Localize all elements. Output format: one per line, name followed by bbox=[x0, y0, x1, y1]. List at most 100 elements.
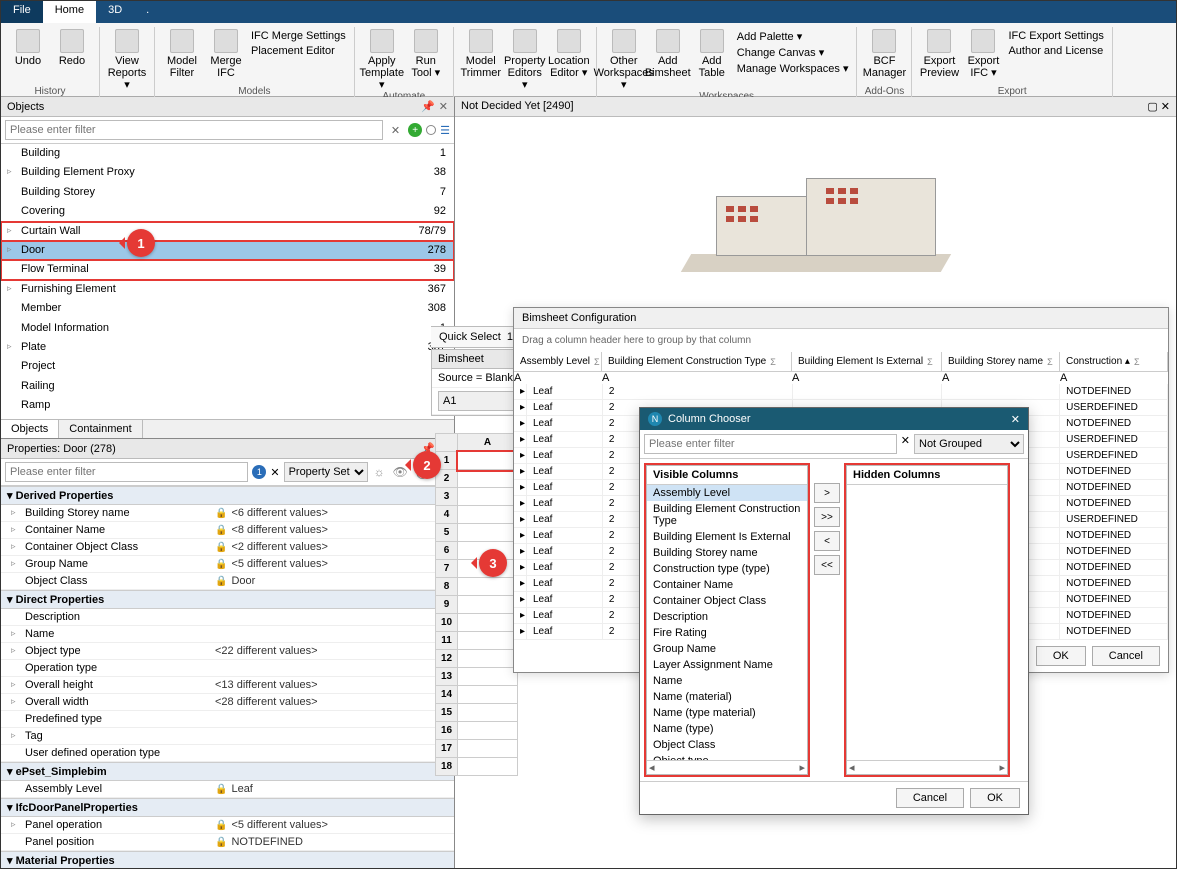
list-item[interactable]: Description bbox=[647, 609, 807, 625]
list-item[interactable]: Container Object Class bbox=[647, 593, 807, 609]
config-column-header[interactable]: Building Element Construction Type Σ bbox=[602, 352, 792, 371]
tree-row[interactable]: Building Storey7 bbox=[1, 183, 454, 202]
property-set-select[interactable]: Property Set bbox=[284, 462, 368, 482]
property-row[interactable]: ▹Building Storey name🔒<6 different value… bbox=[1, 505, 454, 522]
list-item[interactable]: Construction type (type) bbox=[647, 561, 807, 577]
property-row[interactable]: Operation type bbox=[1, 660, 454, 677]
manage-workspaces[interactable]: Manage Workspaces ▾ bbox=[735, 61, 851, 76]
spreadsheet[interactable]: A123456789101112131415161718 bbox=[435, 433, 518, 776]
property-row[interactable]: ▹Name bbox=[1, 626, 454, 643]
apply-template-button[interactable]: Apply Template ▾ bbox=[361, 27, 403, 91]
export-ifc-button[interactable]: Export IFC ▾ bbox=[962, 27, 1004, 86]
list-item[interactable]: Name (material) bbox=[647, 689, 807, 705]
list-item[interactable]: Object type bbox=[647, 753, 807, 760]
property-group[interactable]: ▾ ePset_Simplebim bbox=[1, 762, 454, 781]
ifc-merge-settings[interactable]: IFC Merge Settings bbox=[249, 29, 348, 43]
property-row[interactable]: ▹Object type<22 different values> bbox=[1, 643, 454, 660]
scroll-left-icon[interactable]: ◂ bbox=[649, 761, 655, 774]
menu-file[interactable]: File bbox=[1, 1, 43, 23]
list-item[interactable]: Building Storey name bbox=[647, 545, 807, 561]
list-item[interactable]: Assembly Level bbox=[647, 485, 807, 501]
clear-filter-icon[interactable]: ✕ bbox=[901, 434, 910, 454]
move-all-right-button[interactable]: >> bbox=[814, 507, 840, 527]
list-item[interactable]: Name bbox=[647, 673, 807, 689]
hidden-columns-listbox[interactable]: Hidden Columns ◂▸ bbox=[846, 465, 1008, 775]
close-icon[interactable]: ✕ bbox=[439, 100, 448, 113]
close-icon[interactable]: ✕ bbox=[1011, 413, 1020, 426]
property-group[interactable]: ▾ Direct Properties bbox=[1, 590, 454, 609]
property-row[interactable]: Assembly Level🔒Leaf bbox=[1, 781, 454, 798]
tree-row[interactable]: ▹Furnishing Element367 bbox=[1, 280, 454, 299]
menu-icon[interactable]: ☰ bbox=[440, 124, 450, 137]
location-editor-button[interactable]: Location Editor ▾ bbox=[548, 27, 590, 91]
redo-button[interactable]: Redo bbox=[51, 27, 93, 86]
properties-filter-input[interactable] bbox=[5, 462, 248, 482]
ifc-export-settings[interactable]: IFC Export Settings bbox=[1006, 29, 1105, 43]
chooser-filter-input[interactable] bbox=[644, 434, 897, 454]
author-license[interactable]: Author and License bbox=[1006, 44, 1105, 58]
placement-editor[interactable]: Placement Editor bbox=[249, 44, 348, 58]
property-row[interactable]: ▹Overall height<13 different values> bbox=[1, 677, 454, 694]
group-select[interactable]: Not Grouped bbox=[914, 434, 1024, 454]
property-editors-button[interactable]: Property Editors ▾ bbox=[504, 27, 546, 91]
menu-3d[interactable]: 3D bbox=[96, 1, 134, 23]
config-row[interactable]: ▸ Leaf 2 NOTDEFINED bbox=[514, 384, 1168, 400]
viewport-3d[interactable] bbox=[455, 117, 1176, 317]
property-row[interactable]: Object Class🔒Door bbox=[1, 573, 454, 590]
bcf-manager-button[interactable]: BCF Manager bbox=[863, 27, 905, 86]
property-row[interactable]: ▹Panel operation🔒<5 different values> bbox=[1, 817, 454, 834]
move-right-button[interactable]: > bbox=[814, 483, 840, 503]
tree-row[interactable]: ▹Door278 bbox=[1, 241, 454, 260]
property-row[interactable]: ▹Tag bbox=[1, 728, 454, 745]
config-cancel-button[interactable]: Cancel bbox=[1092, 646, 1160, 666]
tab-objects[interactable]: Objects bbox=[1, 420, 59, 438]
model-filter-button[interactable]: Model Filter bbox=[161, 27, 203, 86]
property-group[interactable]: ▾ Material Properties bbox=[1, 851, 454, 868]
config-column-header[interactable]: Building Storey name Σ bbox=[942, 352, 1060, 371]
list-item[interactable]: Name (type) bbox=[647, 721, 807, 737]
scroll-left-icon[interactable]: ◂ bbox=[849, 761, 855, 774]
tree-row[interactable]: ▹Plate337 bbox=[1, 338, 454, 357]
tree-row[interactable]: Model Information1 bbox=[1, 319, 454, 338]
tree-row[interactable]: Project1 bbox=[1, 357, 454, 376]
property-row[interactable]: ▹Container Object Class🔒<2 different val… bbox=[1, 539, 454, 556]
add-palette[interactable]: Add Palette ▾ bbox=[735, 29, 851, 44]
menu-home[interactable]: Home bbox=[43, 1, 96, 23]
chooser-cancel-button[interactable]: Cancel bbox=[896, 788, 964, 808]
pin-icon[interactable]: 📌 bbox=[421, 100, 435, 113]
property-row[interactable]: Predefined type bbox=[1, 711, 454, 728]
tree-row[interactable]: Ramp2 bbox=[1, 396, 454, 415]
sun-icon[interactable]: ☼ bbox=[372, 465, 387, 479]
merge-ifc-button[interactable]: Merge IFC bbox=[205, 27, 247, 86]
property-row[interactable]: ▹Group Name🔒<5 different values> bbox=[1, 556, 454, 573]
config-column-header[interactable]: Building Element Is External Σ bbox=[792, 352, 942, 371]
list-item[interactable]: Name (type material) bbox=[647, 705, 807, 721]
other-workspaces-button[interactable]: Other Workspaces ▾ bbox=[603, 27, 645, 91]
config-column-header[interactable]: Construction ▴ Σ bbox=[1060, 352, 1168, 371]
config-column-header[interactable]: Assembly Level Σ bbox=[514, 352, 602, 371]
move-left-button[interactable]: < bbox=[814, 531, 840, 551]
view-reports-button[interactable]: View Reports ▾ bbox=[106, 27, 148, 91]
clear-filter-icon[interactable]: ✕ bbox=[387, 124, 404, 137]
clear-filter-icon[interactable]: ✕ bbox=[270, 466, 279, 479]
property-group[interactable]: ▾ IfcDoorPanelProperties bbox=[1, 798, 454, 817]
property-row[interactable]: Panel position🔒NOTDEFINED bbox=[1, 834, 454, 851]
menu-dot[interactable]: . bbox=[134, 1, 161, 23]
model-trimmer-button[interactable]: Model Trimmer bbox=[460, 27, 502, 91]
list-item[interactable]: Container Name bbox=[647, 577, 807, 593]
change-canvas[interactable]: Change Canvas ▾ bbox=[735, 45, 851, 60]
move-all-left-button[interactable]: << bbox=[814, 555, 840, 575]
list-item[interactable]: Building Element Construction Type bbox=[647, 501, 807, 529]
tree-row[interactable]: Railing53 bbox=[1, 377, 454, 396]
tree-row[interactable]: ▹Curtain Wall78/79 bbox=[1, 222, 454, 241]
list-item[interactable]: Group Name bbox=[647, 641, 807, 657]
config-ok-button[interactable]: OK bbox=[1036, 646, 1086, 666]
export-preview-button[interactable]: Export Preview bbox=[918, 27, 960, 86]
config-columns-header[interactable]: Assembly Level ΣBuilding Element Constru… bbox=[514, 352, 1168, 372]
property-row[interactable]: Description bbox=[1, 609, 454, 626]
circle-icon[interactable] bbox=[426, 125, 436, 135]
tree-row[interactable]: Flow Terminal39 bbox=[1, 260, 454, 279]
tree-row[interactable]: Member308 bbox=[1, 299, 454, 318]
add-table-button[interactable]: Add Table bbox=[691, 27, 733, 91]
list-item[interactable]: Fire Rating bbox=[647, 625, 807, 641]
